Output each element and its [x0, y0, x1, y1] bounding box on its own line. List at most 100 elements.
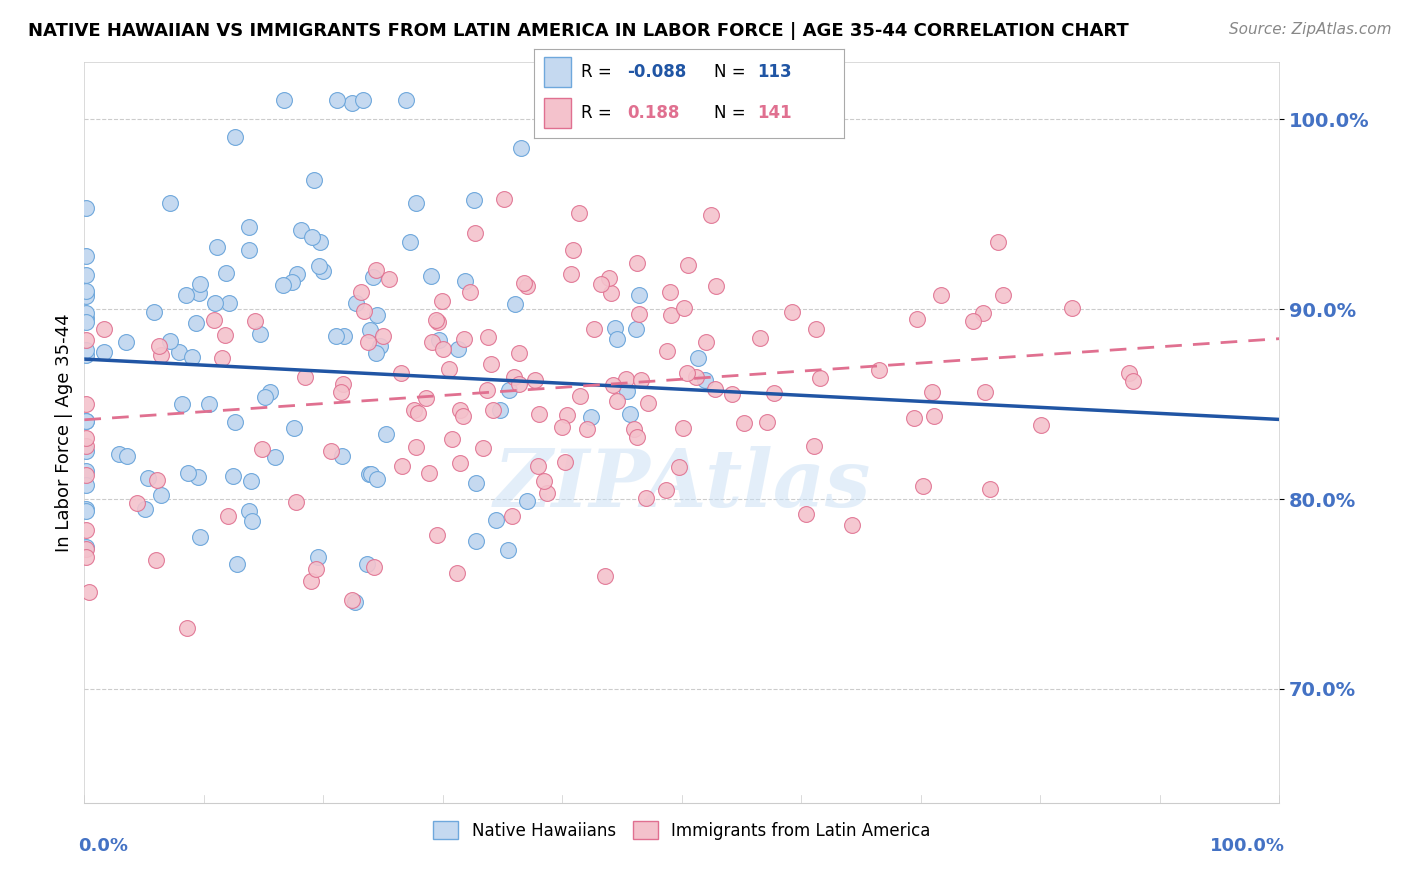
Point: [510, 141, 533, 155]
Point: [326, 94, 349, 108]
Point: [979, 482, 1001, 496]
Point: [399, 235, 422, 250]
Point: [706, 279, 728, 293]
Point: [451, 409, 474, 423]
Point: [555, 408, 578, 422]
Point: [477, 330, 499, 344]
Point: [1031, 417, 1053, 432]
Point: [471, 441, 494, 455]
Point: [659, 285, 682, 300]
Point: [869, 363, 891, 377]
Text: 0.0%: 0.0%: [79, 837, 128, 855]
Point: [353, 304, 375, 318]
Point: [75, 541, 97, 555]
Point: [1122, 374, 1144, 388]
Point: [75, 397, 97, 411]
Point: [630, 373, 652, 387]
Point: [75, 284, 97, 298]
Point: [905, 312, 928, 326]
Point: [810, 371, 832, 385]
Point: [319, 444, 342, 458]
Point: [214, 327, 236, 342]
Point: [554, 455, 576, 469]
Point: [225, 558, 247, 572]
Point: [482, 403, 505, 417]
Point: [366, 263, 388, 277]
Text: -0.088: -0.088: [627, 62, 686, 81]
Point: [243, 314, 266, 328]
Point: [373, 329, 395, 343]
Point: [368, 339, 391, 353]
Text: Source: ZipAtlas.com: Source: ZipAtlas.com: [1229, 22, 1392, 37]
Point: [375, 427, 398, 442]
Point: [159, 334, 181, 348]
Point: [598, 271, 620, 285]
Point: [190, 277, 212, 292]
Point: [359, 322, 381, 336]
Point: [405, 196, 427, 211]
Point: [485, 513, 508, 527]
Point: [75, 464, 97, 478]
Point: [606, 393, 628, 408]
Point: [1118, 366, 1140, 380]
Point: [308, 259, 330, 273]
Point: [75, 414, 97, 428]
Point: [75, 202, 97, 216]
Point: [426, 528, 449, 542]
Point: [259, 385, 281, 400]
Point: [75, 249, 97, 263]
Point: [748, 331, 770, 345]
Point: [167, 344, 190, 359]
Point: [93, 322, 115, 336]
Point: [599, 285, 621, 300]
Point: [75, 440, 97, 454]
Text: R =: R =: [581, 103, 617, 122]
Point: [502, 370, 524, 384]
Point: [224, 130, 246, 145]
Point: [488, 403, 510, 417]
Point: [75, 431, 97, 445]
Point: [498, 383, 520, 397]
Point: [238, 243, 260, 257]
Point: [501, 508, 523, 523]
Point: [150, 348, 173, 362]
Text: 141: 141: [756, 103, 792, 122]
Point: [465, 475, 488, 490]
Point: [685, 370, 707, 384]
Point: [803, 439, 825, 453]
Point: [603, 320, 626, 334]
Point: [418, 466, 440, 480]
Point: [108, 446, 131, 460]
Point: [626, 430, 648, 444]
Point: [75, 478, 97, 492]
Point: [437, 361, 460, 376]
Point: [508, 377, 530, 392]
Point: [637, 395, 659, 409]
Point: [301, 229, 323, 244]
Point: [922, 409, 945, 423]
Point: [224, 415, 246, 429]
Point: [589, 277, 612, 291]
Point: [513, 276, 536, 290]
Y-axis label: In Labor Force | Age 35-44: In Labor Force | Age 35-44: [55, 313, 73, 552]
Point: [1060, 301, 1083, 316]
Text: 100.0%: 100.0%: [1211, 837, 1285, 855]
Point: [516, 494, 538, 508]
Legend: Native Hawaiians, Immigrants from Latin America: Native Hawaiians, Immigrants from Latin …: [427, 814, 936, 847]
Point: [75, 315, 97, 329]
Point: [447, 343, 470, 357]
Point: [465, 534, 488, 549]
Point: [350, 285, 373, 299]
Point: [391, 458, 413, 473]
Point: [527, 458, 550, 473]
Point: [756, 416, 779, 430]
Point: [405, 440, 427, 454]
Point: [177, 466, 200, 480]
Point: [659, 308, 682, 322]
Point: [330, 449, 353, 463]
Point: [464, 227, 486, 241]
Point: [508, 346, 530, 360]
Point: [75, 523, 97, 537]
Point: [188, 530, 211, 544]
Point: [415, 392, 437, 406]
